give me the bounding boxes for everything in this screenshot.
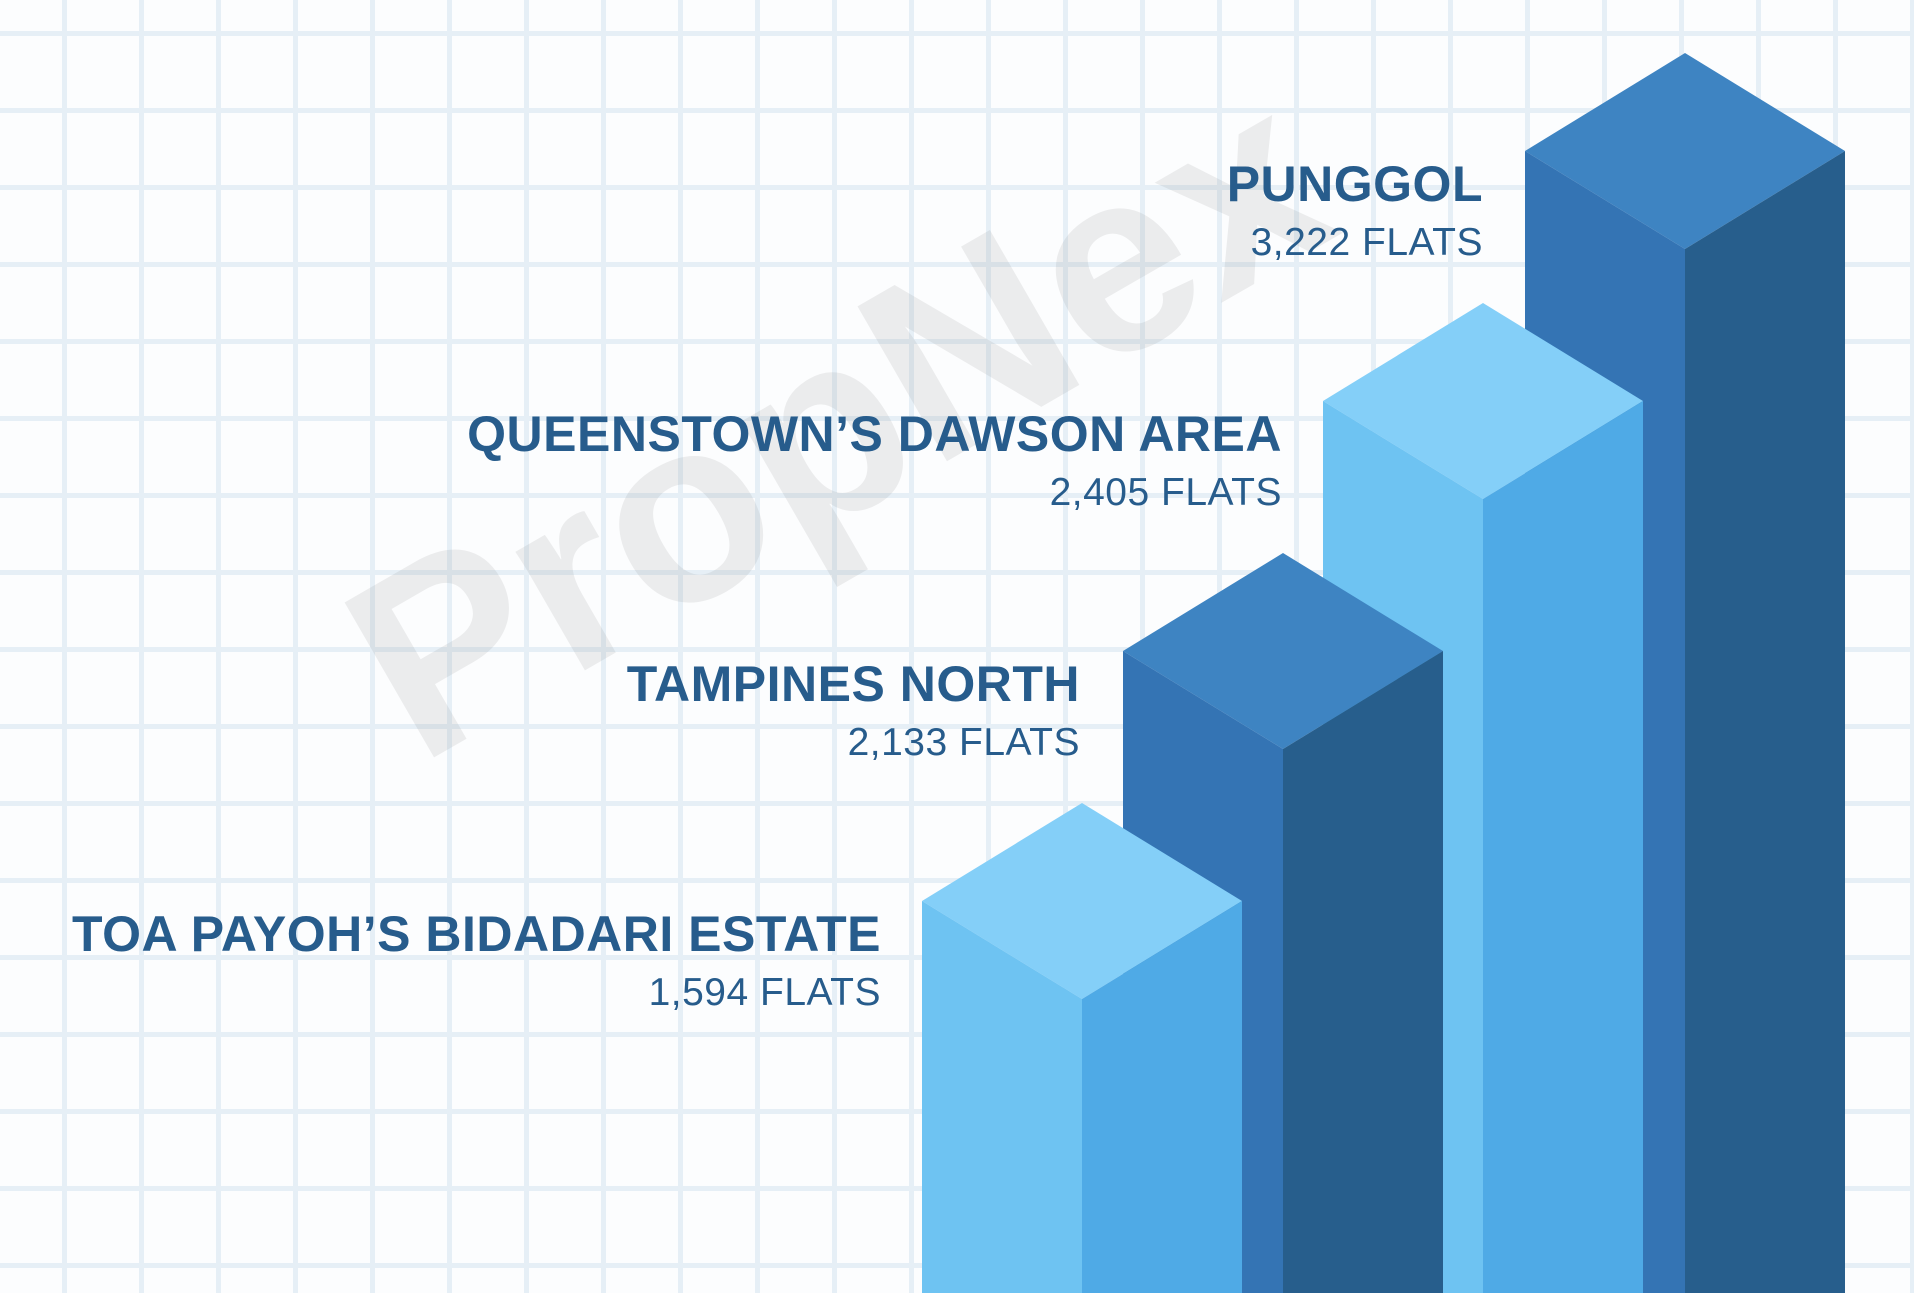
value-label: 3,222 FLATS [1250, 221, 1483, 264]
category-label: QUEENSTOWN’S DAWSON AREA [467, 406, 1282, 462]
bar-label: PUNGGOL 3,222 FLATS [1227, 155, 1483, 265]
bar-right-face [1082, 901, 1242, 1293]
value-label: 2,405 FLATS [1049, 471, 1282, 514]
bar-1 [922, 803, 1242, 1293]
bar-right-face [1685, 151, 1845, 1293]
category-label: TOA PAYOH’S BIDADARI ESTATE [72, 906, 881, 962]
value-label: 2,133 FLATS [847, 721, 1080, 764]
bar-right-face [1483, 401, 1643, 1293]
bar-left-face [922, 901, 1082, 1293]
bar-right-face [1283, 651, 1443, 1293]
bar-label: TAMPINES NORTH 2,133 FLATS [627, 655, 1080, 765]
bar-label: TOA PAYOH’S BIDADARI ESTATE 1,594 FLATS [72, 905, 881, 1015]
category-label: TAMPINES NORTH [626, 656, 1080, 712]
bar-label: QUEENSTOWN’S DAWSON AREA 2,405 FLATS [467, 405, 1282, 515]
value-label: 1,594 FLATS [648, 971, 881, 1014]
category-label: PUNGGOL [1226, 156, 1483, 212]
